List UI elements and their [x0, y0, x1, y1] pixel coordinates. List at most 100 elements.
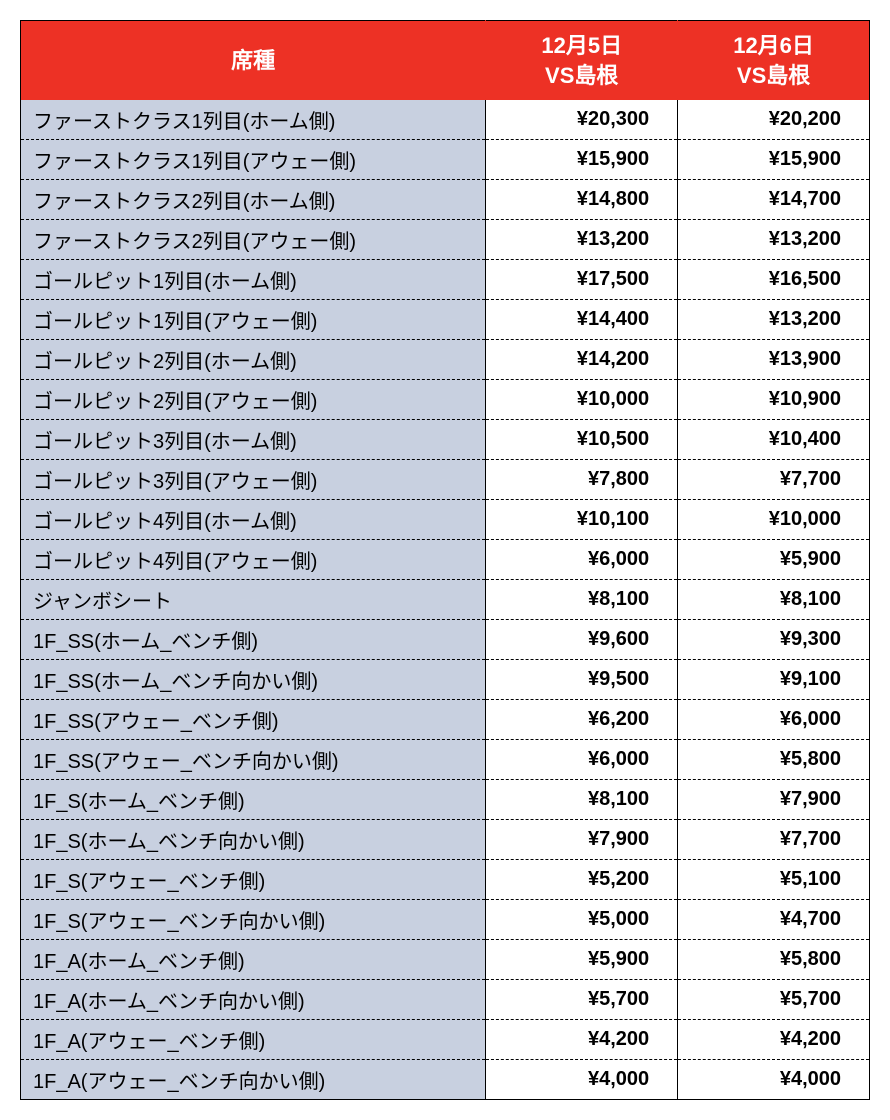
table-row: ゴールピット3列目(アウェー側)¥7,800¥7,700	[21, 460, 870, 500]
price-date-2-cell: ¥4,200	[678, 1020, 870, 1060]
seat-type-cell: 1F_SS(ホーム_ベンチ側)	[21, 620, 486, 660]
price-date-1-cell: ¥10,100	[486, 500, 678, 540]
table-row: 1F_S(アウェー_ベンチ側)¥5,200¥5,100	[21, 860, 870, 900]
price-date-1-cell: ¥5,700	[486, 980, 678, 1020]
price-date-1-cell: ¥4,200	[486, 1020, 678, 1060]
price-date-1-cell: ¥15,900	[486, 140, 678, 180]
price-date-1-cell: ¥6,200	[486, 700, 678, 740]
table-header-row: 席種 12月5日 VS島根 12月6日 VS島根	[21, 21, 870, 101]
table-row: 1F_S(アウェー_ベンチ向かい側)¥5,000¥4,700	[21, 900, 870, 940]
seat-type-cell: 1F_S(ホーム_ベンチ側)	[21, 780, 486, 820]
seat-type-cell: ゴールピット2列目(アウェー側)	[21, 380, 486, 420]
table-row: 1F_SS(ホーム_ベンチ側)¥9,600¥9,300	[21, 620, 870, 660]
seat-type-cell: ゴールピット3列目(ホーム側)	[21, 420, 486, 460]
seat-type-cell: 1F_A(ホーム_ベンチ側)	[21, 940, 486, 980]
price-date-2-cell: ¥13,900	[678, 340, 870, 380]
price-date-2-cell: ¥4,000	[678, 1060, 870, 1100]
table-row: 1F_SS(アウェー_ベンチ側)¥6,200¥6,000	[21, 700, 870, 740]
price-date-2-cell: ¥5,800	[678, 740, 870, 780]
table-row: 1F_SS(ホーム_ベンチ向かい側)¥9,500¥9,100	[21, 660, 870, 700]
price-date-1-cell: ¥5,000	[486, 900, 678, 940]
header-date-1-line2: VS島根	[494, 61, 669, 91]
price-date-2-cell: ¥16,500	[678, 260, 870, 300]
price-date-2-cell: ¥7,700	[678, 460, 870, 500]
price-date-2-cell: ¥5,900	[678, 540, 870, 580]
table-row: ゴールピット4列目(アウェー側)¥6,000¥5,900	[21, 540, 870, 580]
price-date-1-cell: ¥9,600	[486, 620, 678, 660]
table-row: ファーストクラス1列目(アウェー側)¥15,900¥15,900	[21, 140, 870, 180]
header-seat-type: 席種	[21, 21, 486, 101]
header-date-2-line2: VS島根	[686, 61, 861, 91]
header-date-2-line1: 12月6日	[686, 31, 861, 61]
header-seat-type-label: 席種	[231, 48, 275, 73]
seat-type-cell: ジャンボシート	[21, 580, 486, 620]
ticket-price-table: 席種 12月5日 VS島根 12月6日 VS島根 ファーストクラス1列目(ホーム…	[20, 20, 870, 1100]
table-row: ゴールピット2列目(ホーム側)¥14,200¥13,900	[21, 340, 870, 380]
seat-type-cell: ゴールピット4列目(ホーム側)	[21, 500, 486, 540]
price-date-2-cell: ¥7,900	[678, 780, 870, 820]
price-date-2-cell: ¥7,700	[678, 820, 870, 860]
price-date-2-cell: ¥9,100	[678, 660, 870, 700]
price-date-2-cell: ¥5,100	[678, 860, 870, 900]
price-date-1-cell: ¥5,900	[486, 940, 678, 980]
seat-type-cell: 1F_S(アウェー_ベンチ側)	[21, 860, 486, 900]
price-date-1-cell: ¥10,000	[486, 380, 678, 420]
seat-type-cell: ゴールピット2列目(ホーム側)	[21, 340, 486, 380]
price-date-2-cell: ¥15,900	[678, 140, 870, 180]
seat-type-cell: 1F_A(アウェー_ベンチ側)	[21, 1020, 486, 1060]
table-row: 1F_S(ホーム_ベンチ側)¥8,100¥7,900	[21, 780, 870, 820]
seat-type-cell: ファーストクラス2列目(ホーム側)	[21, 180, 486, 220]
seat-type-cell: ファーストクラス1列目(ホーム側)	[21, 100, 486, 140]
seat-type-cell: ゴールピット1列目(アウェー側)	[21, 300, 486, 340]
seat-type-cell: 1F_SS(ホーム_ベンチ向かい側)	[21, 660, 486, 700]
price-date-1-cell: ¥14,200	[486, 340, 678, 380]
seat-type-cell: 1F_A(ホーム_ベンチ向かい側)	[21, 980, 486, 1020]
seat-type-cell: 1F_SS(アウェー_ベンチ向かい側)	[21, 740, 486, 780]
table-row: ファーストクラス2列目(アウェー側)¥13,200¥13,200	[21, 220, 870, 260]
price-date-1-cell: ¥14,400	[486, 300, 678, 340]
price-date-2-cell: ¥6,000	[678, 700, 870, 740]
seat-type-cell: ゴールピット4列目(アウェー側)	[21, 540, 486, 580]
price-date-2-cell: ¥8,100	[678, 580, 870, 620]
table-row: ゴールピット1列目(アウェー側)¥14,400¥13,200	[21, 300, 870, 340]
table-row: ファーストクラス2列目(ホーム側)¥14,800¥14,700	[21, 180, 870, 220]
price-date-1-cell: ¥7,800	[486, 460, 678, 500]
price-date-2-cell: ¥5,700	[678, 980, 870, 1020]
price-date-2-cell: ¥4,700	[678, 900, 870, 940]
seat-type-cell: 1F_A(アウェー_ベンチ向かい側)	[21, 1060, 486, 1100]
table-row: ゴールピット4列目(ホーム側)¥10,100¥10,000	[21, 500, 870, 540]
seat-type-cell: ゴールピット3列目(アウェー側)	[21, 460, 486, 500]
price-date-2-cell: ¥14,700	[678, 180, 870, 220]
price-date-2-cell: ¥9,300	[678, 620, 870, 660]
price-date-2-cell: ¥20,200	[678, 100, 870, 140]
price-date-1-cell: ¥7,900	[486, 820, 678, 860]
price-date-1-cell: ¥13,200	[486, 220, 678, 260]
price-date-1-cell: ¥8,100	[486, 580, 678, 620]
price-date-1-cell: ¥6,000	[486, 540, 678, 580]
seat-type-cell: 1F_SS(アウェー_ベンチ側)	[21, 700, 486, 740]
table-row: 1F_A(アウェー_ベンチ側)¥4,200¥4,200	[21, 1020, 870, 1060]
price-date-2-cell: ¥13,200	[678, 300, 870, 340]
seat-type-cell: 1F_S(ホーム_ベンチ向かい側)	[21, 820, 486, 860]
seat-type-cell: ファーストクラス1列目(アウェー側)	[21, 140, 486, 180]
table-row: ゴールピット3列目(ホーム側)¥10,500¥10,400	[21, 420, 870, 460]
price-date-2-cell: ¥13,200	[678, 220, 870, 260]
price-date-1-cell: ¥6,000	[486, 740, 678, 780]
table-row: ゴールピット1列目(ホーム側)¥17,500¥16,500	[21, 260, 870, 300]
header-date-2: 12月6日 VS島根	[678, 21, 870, 101]
price-date-1-cell: ¥8,100	[486, 780, 678, 820]
table-row: ジャンボシート¥8,100¥8,100	[21, 580, 870, 620]
price-date-1-cell: ¥17,500	[486, 260, 678, 300]
table-body: ファーストクラス1列目(ホーム側)¥20,300¥20,200ファーストクラス1…	[21, 100, 870, 1100]
price-date-1-cell: ¥20,300	[486, 100, 678, 140]
price-date-2-cell: ¥5,800	[678, 940, 870, 980]
table-row: ファーストクラス1列目(ホーム側)¥20,300¥20,200	[21, 100, 870, 140]
table-row: 1F_S(ホーム_ベンチ向かい側)¥7,900¥7,700	[21, 820, 870, 860]
price-date-2-cell: ¥10,400	[678, 420, 870, 460]
price-date-1-cell: ¥9,500	[486, 660, 678, 700]
price-date-2-cell: ¥10,000	[678, 500, 870, 540]
seat-type-cell: 1F_S(アウェー_ベンチ向かい側)	[21, 900, 486, 940]
table-row: 1F_A(ホーム_ベンチ側)¥5,900¥5,800	[21, 940, 870, 980]
table-row: 1F_A(アウェー_ベンチ向かい側)¥4,000¥4,000	[21, 1060, 870, 1100]
table-row: ゴールピット2列目(アウェー側)¥10,000¥10,900	[21, 380, 870, 420]
